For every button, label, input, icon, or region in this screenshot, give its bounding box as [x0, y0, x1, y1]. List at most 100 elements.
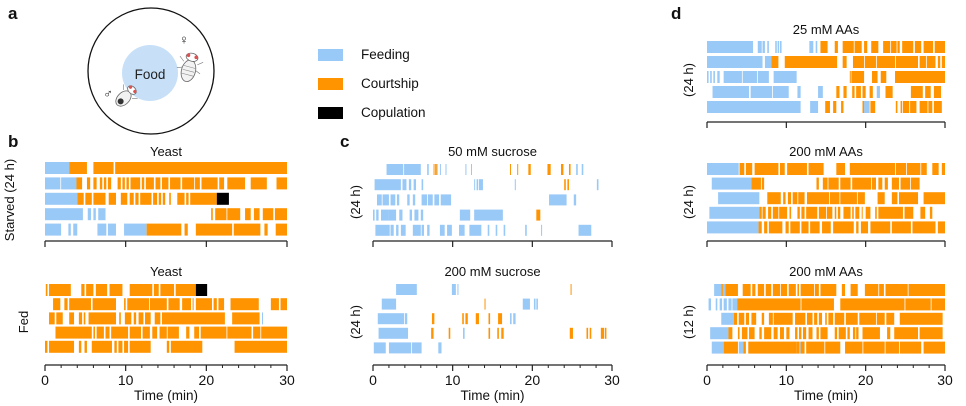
courtship-bout	[910, 86, 923, 98]
feeding-bout	[439, 224, 445, 236]
courtship-bout	[825, 312, 827, 325]
courtship-bout	[828, 177, 839, 190]
courtship-bout	[570, 284, 572, 295]
feeding-bout	[721, 312, 734, 325]
courtship-bout	[843, 86, 847, 98]
courtship-bout	[856, 86, 861, 98]
courtship-bout	[826, 206, 833, 219]
courtship-bout	[761, 177, 765, 190]
feeding-bout	[718, 192, 760, 205]
feeding-bout	[97, 223, 107, 236]
courtship-bout	[166, 340, 170, 353]
feeding-bout	[465, 164, 467, 175]
courtship-bout	[919, 101, 928, 113]
panel-label-c: c	[340, 132, 350, 151]
feeding-bout	[68, 223, 71, 236]
courtship-bout	[870, 221, 891, 234]
courtship-bout	[160, 284, 175, 296]
x-axis-label: Time (min)	[134, 388, 198, 403]
feeding-bout	[576, 164, 578, 175]
courtship-bout	[184, 223, 188, 236]
courtship-bout	[510, 164, 512, 175]
courtship-bout	[852, 56, 865, 68]
courtship-bout	[825, 101, 830, 113]
courtship-bout	[55, 326, 92, 339]
feeding-bout	[388, 342, 412, 354]
courtship-bout	[448, 327, 451, 339]
courtship-bout	[900, 177, 911, 190]
feeding-bout	[404, 313, 408, 325]
courtship-bout	[765, 284, 772, 296]
feeding-bout	[525, 224, 527, 236]
courtship-bout	[738, 312, 745, 325]
courtship-bout	[910, 101, 917, 113]
feeding-bout	[374, 179, 401, 191]
courtship-bout	[822, 177, 828, 190]
feeding-bout	[439, 164, 441, 175]
courtship-bout	[814, 312, 818, 325]
courtship-bout	[852, 206, 854, 219]
courtship-bout	[280, 298, 287, 311]
chart-title: 200 mM AAs	[789, 144, 863, 159]
feeding-bout	[396, 194, 400, 206]
feeding-bout	[710, 71, 712, 83]
courtship-bout	[898, 192, 919, 205]
courtship-bout	[91, 340, 112, 353]
feeding-bout	[779, 41, 782, 53]
legend-item-courtship: Courtship	[318, 69, 426, 98]
courtship-bout	[56, 312, 63, 325]
feeding-bout	[709, 206, 760, 219]
courtship-bout	[845, 312, 858, 325]
courtship-bout	[801, 221, 809, 234]
courtship-bout	[836, 163, 846, 175]
courtship-bout	[93, 177, 97, 190]
courtship-bout	[863, 341, 885, 354]
courtship-bout	[802, 327, 807, 340]
feeding-bout	[772, 86, 789, 98]
courtship-bout	[780, 284, 788, 296]
feeding-bout	[513, 313, 516, 325]
feeding-bout	[421, 179, 424, 191]
courtship-bout	[798, 192, 805, 205]
feeding-bout	[710, 327, 729, 340]
courtship-bout	[124, 312, 132, 325]
courtship-bout	[219, 177, 225, 190]
courtship-bout	[757, 284, 765, 296]
feeding-bout	[719, 298, 723, 311]
courtship-bout	[161, 312, 225, 325]
courtship-bout	[140, 192, 152, 205]
courtship-bout	[227, 208, 241, 221]
feeding-bout	[728, 298, 732, 311]
courtship-bout	[895, 101, 898, 113]
feeding-bout	[440, 194, 452, 206]
courtship-bout	[105, 326, 110, 339]
feeding-bout	[717, 71, 720, 83]
feeding-bout	[45, 223, 62, 236]
x-tick-label: 30	[279, 372, 295, 388]
courtship-bout	[920, 206, 926, 219]
feeding-bout	[390, 224, 394, 236]
x-tick-label: 30	[604, 372, 620, 388]
copulation-bout	[216, 192, 229, 205]
courtship-bout	[900, 101, 903, 113]
courtship-bout	[934, 41, 945, 53]
courtship-bout	[195, 223, 233, 236]
courtship-bout	[497, 327, 499, 339]
courtship-bout	[168, 298, 180, 311]
courtship-bout	[86, 177, 91, 190]
feeding-bout	[757, 41, 762, 53]
courtship-bout	[135, 192, 139, 205]
feeding-bout	[715, 298, 718, 311]
courtship-bout	[45, 284, 48, 296]
feeding-bout	[373, 209, 375, 221]
courtship-bout	[914, 41, 922, 53]
courtship-bout	[786, 327, 790, 340]
feeding-bout	[533, 298, 536, 310]
feeding-bout	[45, 208, 83, 221]
courtship-bout	[230, 298, 259, 311]
feeding-bout	[445, 164, 447, 175]
courtship-bout	[86, 284, 94, 296]
panel-label-b: b	[8, 132, 19, 151]
courtship-bout	[92, 298, 116, 311]
